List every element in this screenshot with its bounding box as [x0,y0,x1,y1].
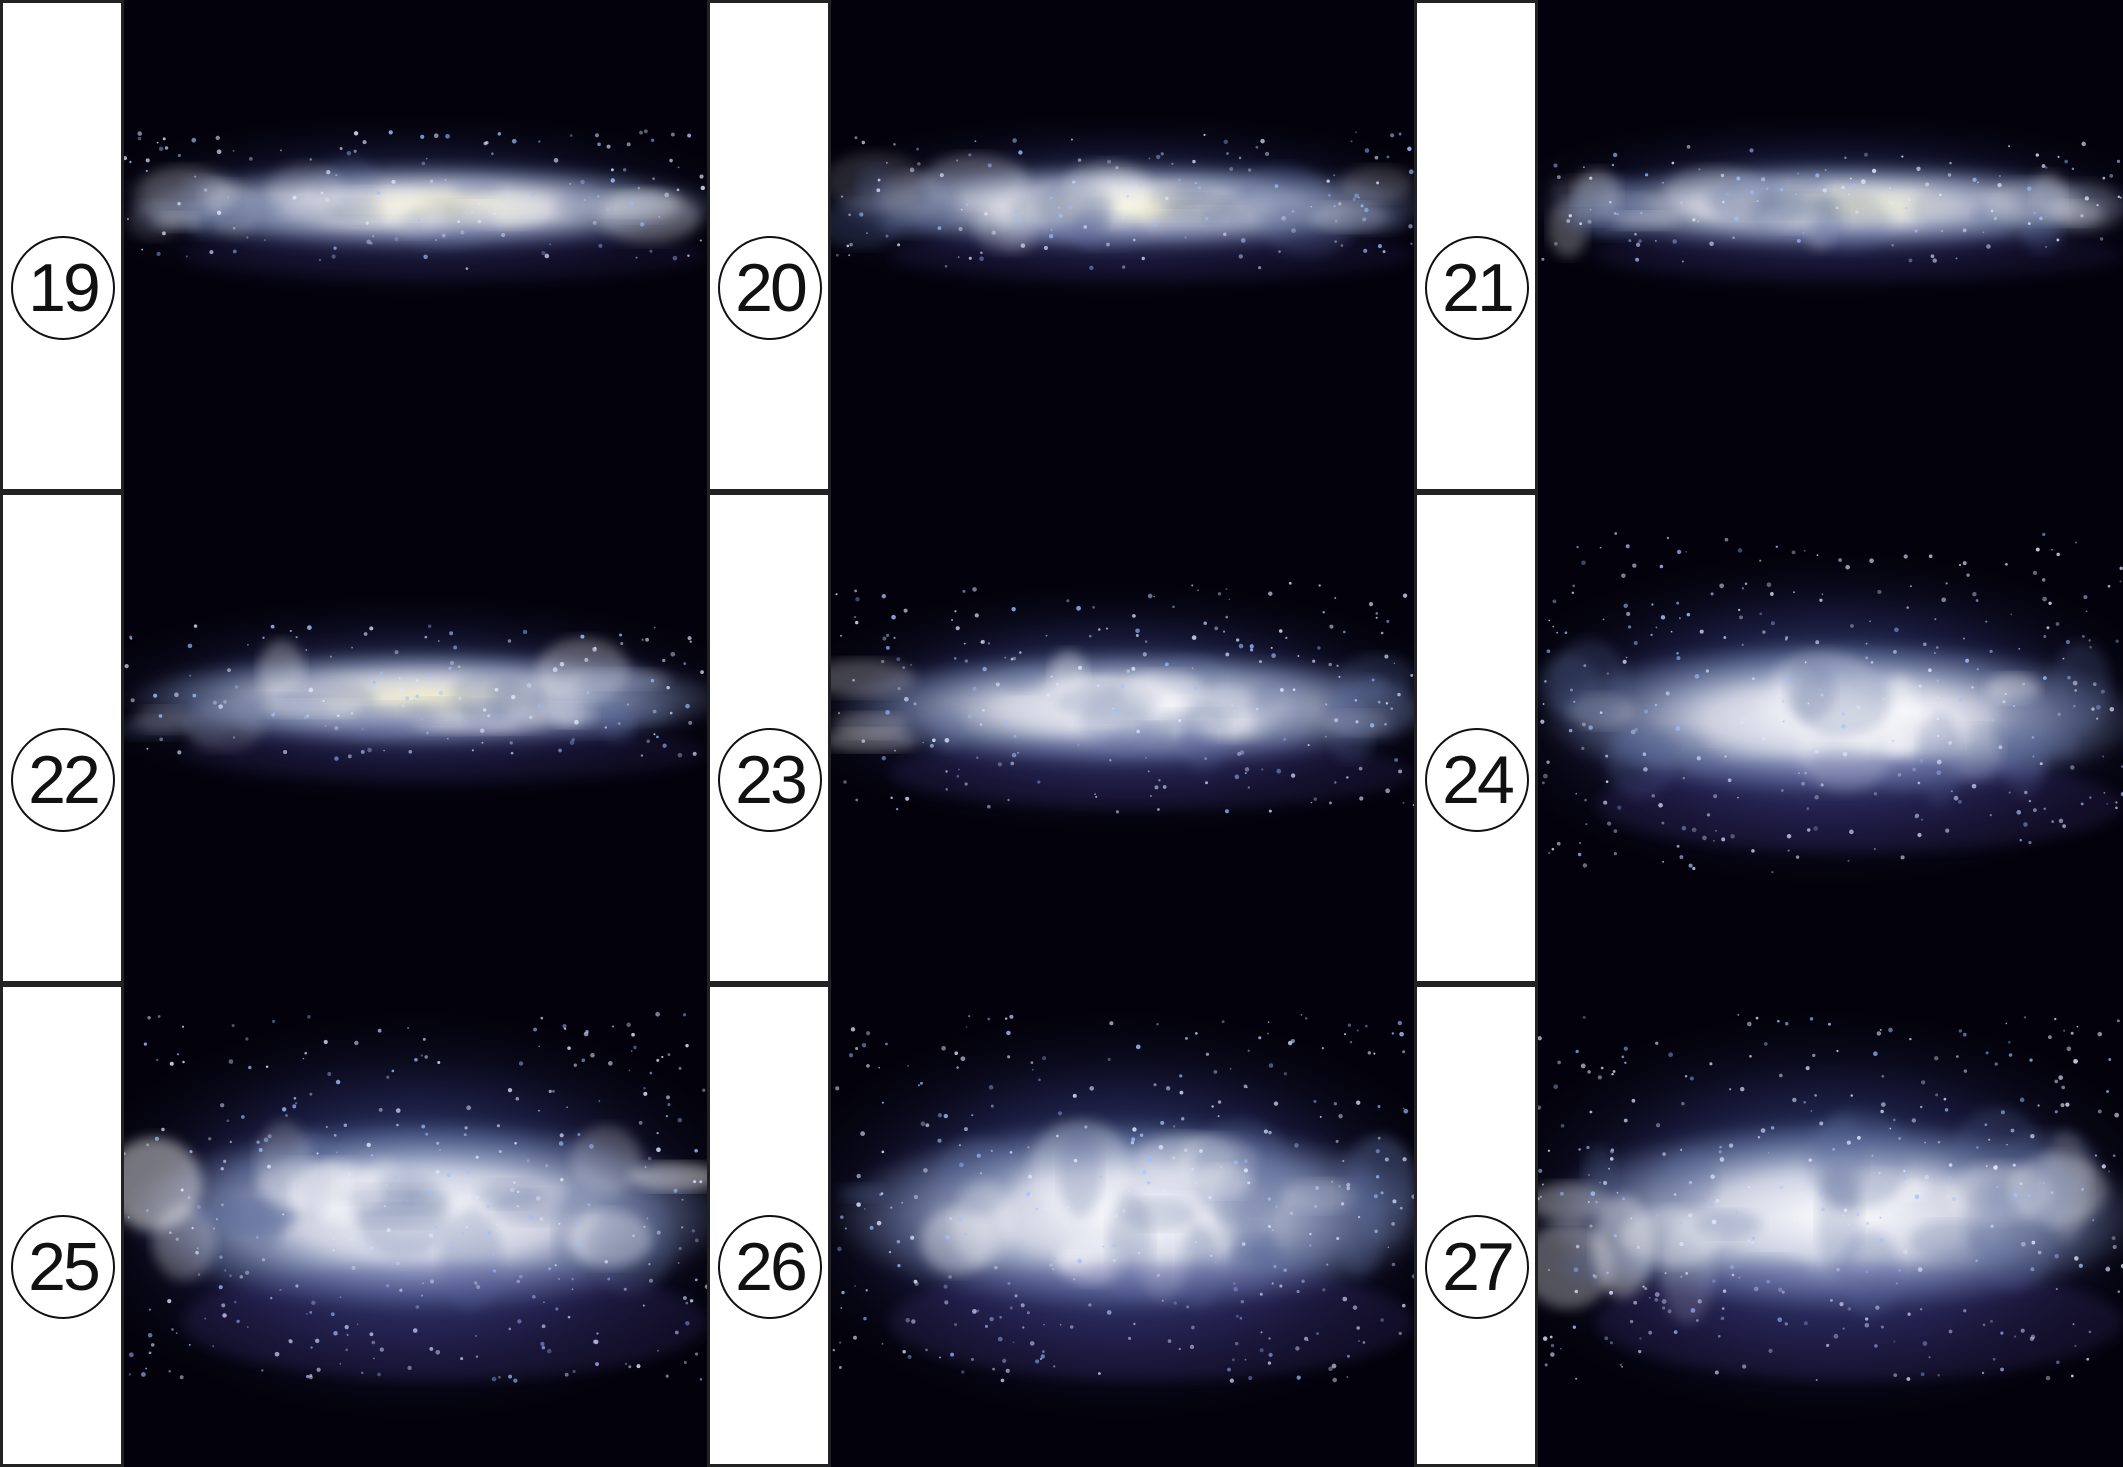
frame-number: 27 [1442,1229,1515,1306]
galaxy-disk-render [124,984,707,1467]
frame-number: 24 [1442,742,1515,819]
frame-cell-20: 20 [707,0,1414,492]
label-strip: 21 [1414,0,1538,492]
frame-number-badge: 27 [1425,1215,1529,1320]
frame-number-badge: 21 [1425,236,1529,341]
frame-cell-24: 24 [1414,492,2123,984]
simulation-frame-image [831,984,1414,1467]
frame-cell-23: 23 [707,492,1414,984]
label-strip: 20 [707,0,831,492]
simulation-frame-image [1538,0,2123,492]
frame-number: 22 [28,742,101,819]
label-strip: 19 [0,0,124,492]
galaxy-disk-render [1538,0,2123,492]
simulation-frame-image [124,984,707,1467]
frame-number-badge: 24 [1425,728,1529,833]
simulation-frame-image [124,492,707,984]
frame-number-badge: 20 [718,236,822,341]
frame-number-badge: 19 [11,236,115,341]
frame-number: 23 [735,742,808,819]
frame-number-badge: 26 [718,1215,822,1320]
galaxy-disk-render [831,984,1414,1467]
label-strip: 25 [0,984,124,1467]
simulation-frame-image [1538,984,2123,1467]
frame-cell-19: 19 [0,0,707,492]
frame-number: 25 [28,1229,101,1306]
frame-cell-25: 25 [0,984,707,1467]
galaxy-disk-render [1538,492,2123,984]
simulation-frame-image [831,0,1414,492]
label-strip: 24 [1414,492,1538,984]
galaxy-disk-render [124,492,707,984]
frame-number: 19 [28,250,101,327]
frame-number-badge: 25 [11,1215,115,1320]
frame-number: 20 [735,250,808,327]
frame-number-badge: 22 [11,728,115,833]
simulation-frame-image [124,0,707,492]
galaxy-disk-render [124,0,707,492]
frame-cell-21: 21 [1414,0,2123,492]
frame-cell-27: 27 [1414,984,2123,1467]
label-strip: 23 [707,492,831,984]
frame-number: 21 [1442,250,1515,327]
label-strip: 22 [0,492,124,984]
simulation-frame-image [831,492,1414,984]
label-strip: 27 [1414,984,1538,1467]
frame-number-badge: 23 [718,728,822,833]
galaxy-disk-render [831,492,1414,984]
label-strip: 26 [707,984,831,1467]
galaxy-disk-render [831,0,1414,492]
galaxy-disk-render [1538,984,2123,1467]
frame-cell-26: 26 [707,984,1414,1467]
frame-number: 26 [735,1229,808,1306]
simulation-frame-image [1538,492,2123,984]
frame-cell-22: 22 [0,492,707,984]
